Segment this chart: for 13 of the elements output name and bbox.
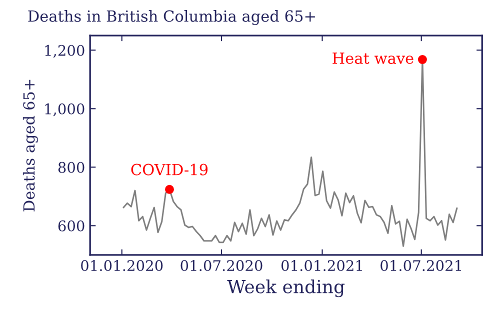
y-tick-label: 600 bbox=[58, 220, 84, 232]
x-tick-label: 01.01.2020 bbox=[81, 260, 163, 272]
y-axis-title: Deaths aged 65+ bbox=[22, 80, 38, 212]
x-tick-label: 01.01.2021 bbox=[281, 260, 362, 272]
y-tick-label: 1,000 bbox=[45, 103, 84, 116]
annotation: Heat wave bbox=[332, 52, 414, 64]
x-tick-label: 01.07.2020 bbox=[180, 260, 262, 272]
annotation: COVID-19 bbox=[131, 164, 208, 176]
y-tick-label: 1,200 bbox=[45, 44, 84, 58]
x-tick-label: 01.07.2021 bbox=[380, 260, 462, 272]
x-axis-title: Week ending bbox=[227, 279, 345, 298]
chart-title: Deaths in British Columbia aged 65+ bbox=[28, 10, 315, 26]
y-tick-label: 800 bbox=[58, 162, 84, 173]
